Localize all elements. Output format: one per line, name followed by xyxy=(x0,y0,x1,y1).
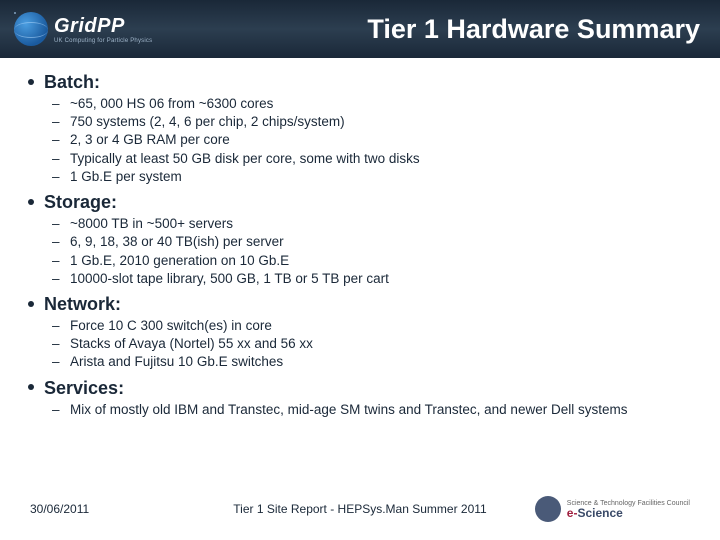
list-item: Stacks of Avaya (Nortel) 55 xx and 56 xx xyxy=(70,335,692,353)
bullet-icon xyxy=(28,301,34,307)
list-item: Force 10 C 300 switch(es) in core xyxy=(70,317,692,335)
section-heading: Storage: xyxy=(28,192,692,213)
section-storage: Storage: ~8000 TB in ~500+ servers 6, 9,… xyxy=(28,192,692,288)
section-heading: Services: xyxy=(28,378,692,399)
list-item: 10000-slot tape library, 500 GB, 1 TB or… xyxy=(70,270,692,288)
section-list: ~65, 000 HS 06 from ~6300 cores 750 syst… xyxy=(28,95,692,186)
footer-center-text: Tier 1 Site Report - HEPSys.Man Summer 2… xyxy=(233,502,486,516)
list-item: ~65, 000 HS 06 from ~6300 cores xyxy=(70,95,692,113)
bullet-icon xyxy=(28,384,34,390)
gridpp-logo: GridPP UK Computing for Particle Physics xyxy=(14,12,152,46)
slide-content: Batch: ~65, 000 HS 06 from ~6300 cores 7… xyxy=(0,58,720,419)
heading-text: Network: xyxy=(44,294,121,314)
list-item: Typically at least 50 GB disk per core, … xyxy=(70,150,692,168)
escience-science: Science xyxy=(577,506,622,520)
logo-subtitle: UK Computing for Particle Physics xyxy=(54,38,152,44)
list-item: 1 Gb.E, 2010 generation on 10 Gb.E xyxy=(70,252,692,270)
bullet-icon xyxy=(28,199,34,205)
slide-footer: 30/06/2011 Tier 1 Site Report - HEPSys.M… xyxy=(0,496,720,522)
footer-date: 30/06/2011 xyxy=(30,502,89,516)
section-list: ~8000 TB in ~500+ servers 6, 9, 18, 38 o… xyxy=(28,215,692,288)
section-list: Force 10 C 300 switch(es) in core Stacks… xyxy=(28,317,692,372)
list-item: 6, 9, 18, 38 or 40 TB(ish) per server xyxy=(70,233,692,251)
list-item: 2, 3 or 4 GB RAM per core xyxy=(70,131,692,149)
section-network: Network: Force 10 C 300 switch(es) in co… xyxy=(28,294,692,372)
section-list: Mix of mostly old IBM and Transtec, mid-… xyxy=(28,401,692,419)
escience-logo: Science & Technology Facilities Council … xyxy=(535,496,690,522)
escience-text: Science & Technology Facilities Council … xyxy=(567,500,690,519)
section-batch: Batch: ~65, 000 HS 06 from ~6300 cores 7… xyxy=(28,72,692,186)
heading-text: Batch: xyxy=(44,72,100,92)
escience-e-prefix: e- xyxy=(567,506,578,520)
heading-text: Services: xyxy=(44,378,124,398)
globe-icon xyxy=(14,12,48,46)
slide-header: GridPP UK Computing for Particle Physics… xyxy=(0,0,720,58)
section-heading: Batch: xyxy=(28,72,692,93)
logo-main-text: GridPP xyxy=(54,15,152,38)
slide-title: Tier 1 Hardware Summary xyxy=(152,14,706,45)
section-services: Services: Mix of mostly old IBM and Tran… xyxy=(28,378,692,419)
list-item: Mix of mostly old IBM and Transtec, mid-… xyxy=(70,401,692,419)
section-heading: Network: xyxy=(28,294,692,315)
escience-badge-icon xyxy=(535,496,561,522)
list-item: 1 Gb.E per system xyxy=(70,168,692,186)
logo-text: GridPP UK Computing for Particle Physics xyxy=(54,15,152,44)
list-item: ~8000 TB in ~500+ servers xyxy=(70,215,692,233)
bullet-icon xyxy=(28,79,34,85)
heading-text: Storage: xyxy=(44,192,117,212)
list-item: 750 systems (2, 4, 6 per chip, 2 chips/s… xyxy=(70,113,692,131)
escience-word: e-Science xyxy=(567,507,690,519)
list-item: Arista and Fujitsu 10 Gb.E switches xyxy=(70,353,692,371)
